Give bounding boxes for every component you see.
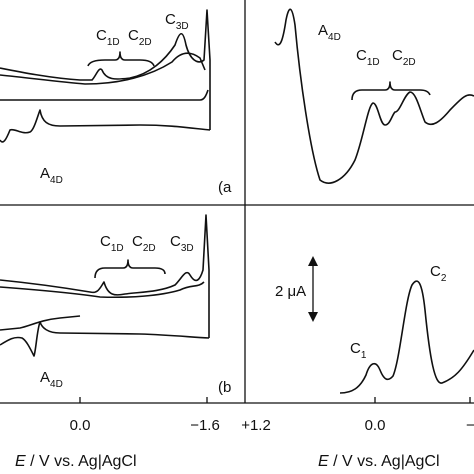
peak-label: C1: [350, 340, 367, 361]
text: 2D: [139, 37, 152, 48]
curve: [0, 9, 211, 130]
curve: [0, 321, 210, 357]
tick-label: −: [466, 417, 474, 434]
peak-label: A4D: [40, 165, 63, 186]
tick-label: +1.2: [241, 417, 271, 434]
text: 1: [361, 350, 367, 361]
panel-label: (a: [218, 179, 232, 196]
curve: [0, 89, 209, 101]
curve: [0, 281, 205, 299]
text: C: [100, 233, 111, 250]
text: 3D: [176, 21, 189, 32]
peak-label: C2: [430, 263, 447, 284]
peak-label: C1D: [100, 233, 124, 254]
peak-label: A4D: [318, 22, 341, 43]
text: C: [128, 27, 139, 44]
text: C: [170, 233, 181, 250]
text: C: [96, 27, 107, 44]
curve: [0, 52, 206, 85]
scale-label: 2 μA: [275, 283, 306, 300]
text: / V vs. Ag|AgCl: [26, 453, 137, 470]
text: 4D: [328, 32, 341, 43]
peak-label: C3D: [165, 11, 189, 32]
text: 1D: [111, 243, 124, 254]
curve: [0, 315, 81, 331]
bracket: [94, 259, 166, 279]
panel-label: (b: [218, 379, 231, 396]
text: C: [165, 11, 176, 28]
tick-label: 0.0: [70, 417, 91, 434]
curve: [0, 214, 210, 338]
text: C: [356, 47, 367, 64]
peak-label: A4D: [40, 369, 63, 390]
bracket: [351, 81, 431, 101]
text: C: [132, 233, 143, 250]
text: C: [430, 263, 441, 280]
peak-label: C3D: [170, 233, 194, 254]
text: C: [392, 47, 403, 64]
text: A: [318, 22, 328, 39]
tick-label: 0.0: [365, 417, 386, 434]
text: 4D: [50, 379, 63, 390]
text: E: [318, 453, 329, 470]
text: 2: [441, 273, 447, 284]
peak-label: C2D: [392, 47, 416, 68]
text: E: [15, 453, 26, 470]
axis-title: E / V vs. Ag|AgCl: [15, 453, 137, 470]
text: 4D: [50, 175, 63, 186]
text: 2D: [403, 57, 416, 68]
text: / V vs. Ag|AgCl: [329, 453, 440, 470]
text: C: [350, 340, 361, 357]
bracket: [87, 51, 155, 67]
peak-label: C1D: [96, 27, 120, 48]
peak-label: C1D: [356, 47, 380, 68]
text: 1D: [107, 37, 120, 48]
peak-label: C2D: [132, 233, 156, 254]
curve: [339, 280, 474, 394]
text: A: [40, 369, 50, 386]
text: 1D: [367, 57, 380, 68]
curve: [0, 109, 211, 143]
text: 2D: [143, 243, 156, 254]
text: 3D: [181, 243, 194, 254]
tick-label: −1.6: [190, 417, 220, 434]
curve: [274, 8, 474, 184]
text: A: [40, 165, 50, 182]
axis-title: E / V vs. Ag|AgCl: [318, 453, 440, 470]
peak-label: C2D: [128, 27, 152, 48]
